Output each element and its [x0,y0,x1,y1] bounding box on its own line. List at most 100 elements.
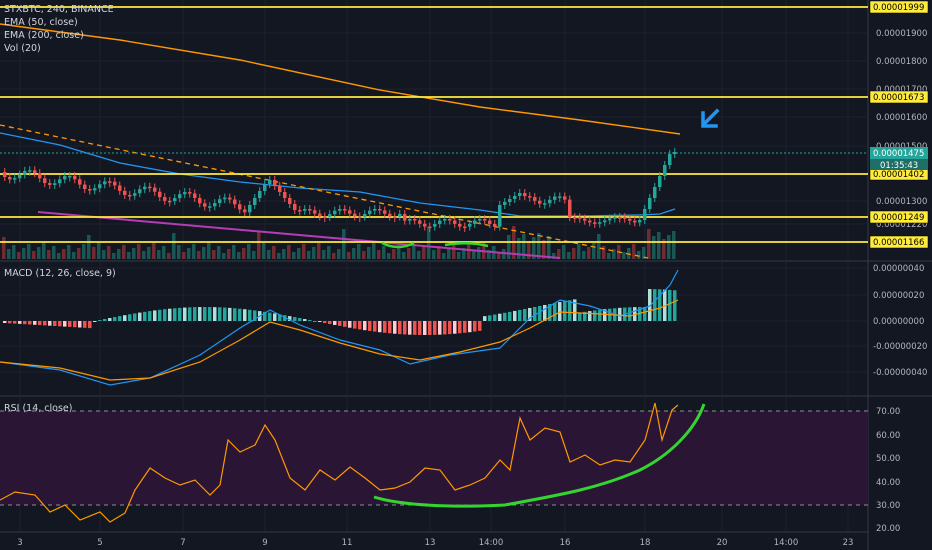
candle [168,200,172,203]
volume-bar [287,245,291,259]
candle [98,184,102,189]
annotation-curve [373,403,706,508]
macd-histogram-bar [58,321,62,327]
macd-histogram-bar [388,321,392,334]
rsi-tick-label: 50.00 [876,454,900,464]
time-tick-label: 3 [17,538,22,548]
candle [263,184,267,191]
volume-bar [577,244,581,259]
macd-tick-label: 0.00000020 [873,291,924,301]
candle [38,173,42,179]
volume-bar [652,236,656,259]
macd-histogram-bar [43,321,47,326]
macd-histogram-bar [323,321,327,324]
candle [313,210,317,214]
candle [238,204,242,210]
macd-histogram-bar [108,318,112,321]
candle [458,223,462,227]
macd-histogram-bar [438,321,442,335]
volume-bar [172,233,176,259]
candle [608,218,612,221]
volume-bar [477,247,481,259]
candle [433,223,437,227]
candle [183,192,187,195]
candle [573,217,577,219]
macd-histogram-bar [93,321,97,322]
time-tick-label: 16 [560,538,571,548]
volume-bar [497,253,501,259]
candle [603,220,607,223]
macd-histogram-bar [488,315,492,321]
candle [538,200,542,204]
volume-bar [332,253,336,259]
volume-bar [217,246,221,259]
volume-bar [412,244,416,259]
volume-bar [567,252,571,259]
volume-bar [377,250,381,259]
annotation-curve [381,241,415,249]
candle [408,219,412,221]
macd-histogram-bar [523,308,527,321]
volume-bar [437,246,441,259]
volume-bar [457,252,461,259]
volume-bar [52,246,56,259]
macd-histogram-bar [38,321,42,326]
macd-histogram-bar [548,303,552,321]
volume-bar [197,251,201,259]
candle [653,187,657,198]
volume-bar [102,250,106,259]
candle [28,170,32,172]
volume-bar [392,249,396,259]
macd-histogram-bar [263,311,267,321]
candle [93,188,97,191]
macd-histogram-bar [213,307,217,321]
candle [83,184,87,190]
macd-histogram-bar [63,321,67,327]
volume-bar [27,244,31,259]
volume-bar [422,247,426,259]
candle [33,170,37,174]
time-tick-label: 7 [180,538,185,548]
macd-histogram-bar [228,307,232,321]
candle [613,217,617,219]
price-tick-label: 0.00001600 [876,113,927,123]
time-tick-label: 13 [425,538,436,548]
time-tick-label: 23 [843,538,854,548]
volume-bar [242,248,246,259]
price-level-tag [869,0,929,14]
candle [548,199,552,204]
volume-bar [222,253,226,259]
candle [43,178,47,184]
volume-bar [387,253,391,259]
candle [323,216,327,218]
volume-bar [62,249,66,259]
volume-bar [582,251,586,259]
macd-histogram-bar [358,321,362,330]
volume-bar [407,248,411,259]
macd-histogram-bar [83,321,87,328]
volume-bar [322,250,326,259]
volume-bar [427,227,431,259]
volume-bar [562,245,566,259]
candle [133,193,137,196]
candle [473,220,477,224]
volume-bar [317,243,321,259]
macd-histogram-bar [493,314,497,321]
macd-histogram-bar [603,309,607,321]
macd-histogram-bar [633,307,637,321]
volume-bar [657,232,661,259]
volume-bar [137,244,141,259]
volume-bar [2,237,6,259]
macd-histogram-bar [128,314,132,321]
macd-histogram-bar [393,321,397,334]
macd-histogram-bar [193,307,197,321]
candle [328,214,332,217]
macd-histogram-bar [293,317,297,321]
candle [113,181,117,186]
macd-histogram-bar [478,321,482,331]
rsi-tick-label: 40.00 [876,478,900,488]
candle [638,220,642,223]
volume-bar [117,249,121,259]
candle [3,172,7,178]
